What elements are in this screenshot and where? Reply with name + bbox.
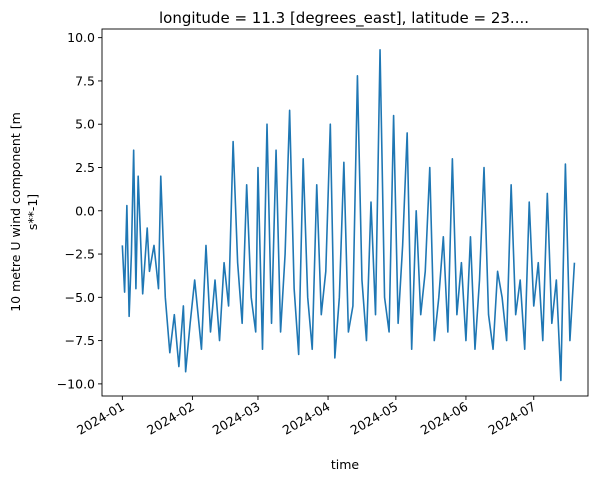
y-axis: 10.0 7.5 5.0 2.5 0.0 −2.5 −5.0 −7.5 −10.0 [57, 30, 102, 391]
y-axis-label: 10 metre U wind component [m s**-1] [8, 112, 40, 312]
x-tick-label: 2024-07 [486, 399, 539, 438]
plot-area-frame [101, 28, 589, 397]
y-tick-label: 2.5 [75, 160, 95, 175]
y-tick-label: −10.0 [57, 376, 95, 391]
x-tick-label: 2024-06 [418, 399, 471, 438]
y-axis-label-line2: s**-1] [25, 194, 40, 230]
chart-title: longitude = 11.3 [degrees_east], latitud… [159, 9, 529, 28]
y-tick-label: −2.5 [65, 247, 95, 262]
x-tick-label: 2024-05 [348, 399, 401, 438]
y-axis-label-line1: 10 metre U wind component [m [8, 112, 23, 312]
x-tick-label: 2024-04 [280, 399, 333, 438]
x-axis-label: time [331, 457, 360, 472]
y-tick-label: 7.5 [75, 73, 95, 88]
x-tick-label: 2024-01 [74, 399, 127, 438]
series-line [121, 48, 576, 382]
y-tick-label: 0.0 [75, 203, 95, 218]
y-tick-label: 10.0 [67, 30, 95, 45]
x-tick-label: 2024-03 [210, 399, 263, 438]
x-axis: 2024-01 2024-02 2024-03 2024-04 2024-05 2024-… [74, 396, 538, 438]
y-tick-label: 5.0 [75, 117, 95, 132]
y-tick-label: −7.5 [65, 333, 95, 348]
x-tick-label: 2024-02 [144, 399, 197, 438]
y-tick-label: −5.0 [65, 290, 95, 305]
